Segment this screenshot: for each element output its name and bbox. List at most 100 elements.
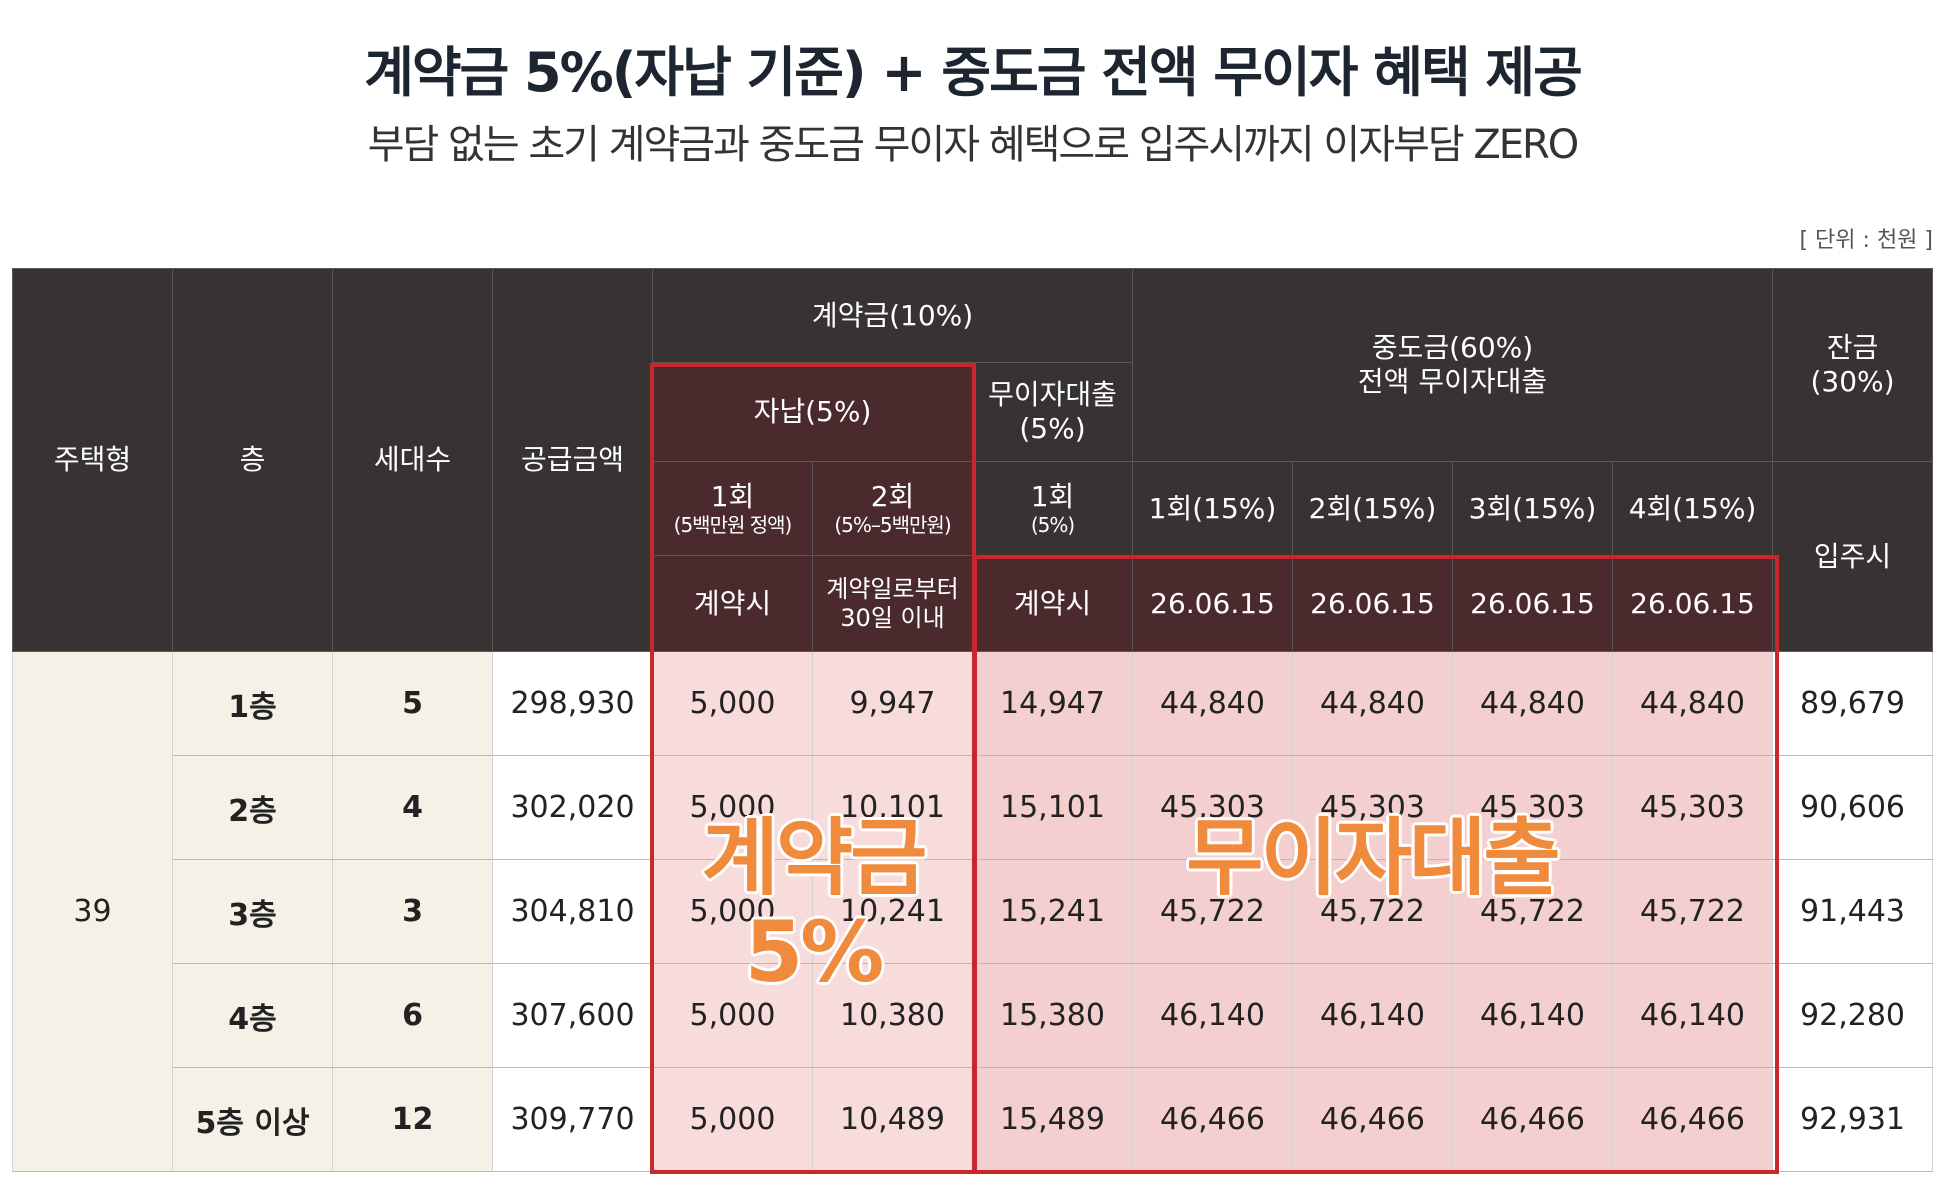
overlay-label: 5% xyxy=(744,903,885,1001)
header-line: 계약시 xyxy=(1013,586,1092,620)
header-cell: 계약일로부터 30일 이내 xyxy=(812,555,973,652)
header-cell: 자납(5%) xyxy=(652,362,973,462)
table-row: 5층 이상 12 309,770 5,000 10,489 15,489 46,466 46,… xyxy=(13,1067,1934,1172)
header-line: 1회(15%) xyxy=(1148,491,1277,525)
table-cell: 45,303 xyxy=(1611,755,1774,860)
overlay-label: 계약금 xyxy=(701,809,928,907)
header-line: 무이자대출 xyxy=(988,378,1117,412)
table-cell: 45,303 xyxy=(1452,755,1613,860)
header-line: 26.06.15 xyxy=(1150,586,1275,620)
header-cell: 1회(15%) xyxy=(1132,461,1293,556)
title: 계약금 5%(자납 기준) + 중도금 전액 무이자 혜택 제공 xyxy=(364,41,1583,104)
header-line: (5%) xyxy=(1019,412,1086,445)
header-line: (5백만원 정액) xyxy=(673,513,793,538)
header-line: 26.06.15 xyxy=(1630,586,1755,620)
table-row: 39 1층 5 298,930 5,000 9,947 14,947 44,840 44,840… xyxy=(12,651,1934,1172)
header-cell: 2회(15%) xyxy=(1292,461,1453,556)
header-cell: 3회(15%) xyxy=(1452,461,1613,556)
header-line: (30%) xyxy=(1810,365,1895,398)
table-cell: 4층 xyxy=(172,963,333,1068)
table-cell: 45,722 xyxy=(1292,859,1453,964)
header-line: 3회(15%) xyxy=(1468,491,1597,525)
header-cell: 무이자대출 (5%) xyxy=(972,362,1133,462)
table-cell: 10,489 xyxy=(812,1067,973,1172)
header-line: (5%) xyxy=(1030,513,1075,538)
header-line: 1회 xyxy=(1030,479,1075,513)
table-cell: 298,930 xyxy=(492,651,653,756)
table-cell: 44,840 xyxy=(1292,651,1453,756)
header-cell: 26.06.15 xyxy=(1132,555,1293,652)
table-cell: 46,140 xyxy=(1611,963,1774,1068)
header-cell: 세대수 xyxy=(332,268,493,652)
table-cell: 46,140 xyxy=(1452,963,1613,1068)
table-cell: 5,000 xyxy=(652,859,813,964)
table-cell: 3층 xyxy=(172,859,333,964)
header-cell: 1회 (5백만원 정액) xyxy=(652,461,813,556)
table-cell: 3 xyxy=(332,859,493,964)
header-line: 2회 xyxy=(870,479,915,513)
header-cell: 중도금(60%) 전액 무이자대출 xyxy=(1131,268,1774,462)
table-cell: 5,000 xyxy=(652,963,813,1068)
header-cell: 층 xyxy=(172,268,333,652)
table-cell: 302,020 xyxy=(492,755,653,860)
table-cell: 5층 이상 xyxy=(172,1067,333,1172)
table-cell: 46,140 xyxy=(1132,963,1293,1068)
table-cell: 45,722 xyxy=(1611,859,1774,964)
header-cell: 1회 (5%) xyxy=(972,461,1133,556)
header-line: 30일 이내 xyxy=(840,603,945,632)
table-cell: 92,280 xyxy=(1772,963,1934,1068)
table-cell: 5,000 xyxy=(652,651,813,756)
header-cell: 26.06.15 xyxy=(1611,555,1774,652)
header-cell: 주택형 xyxy=(12,268,173,652)
header-line: 잔금 xyxy=(1826,331,1879,365)
table-cell: 6 xyxy=(332,963,493,1068)
header-line: 1회 xyxy=(710,479,755,513)
table-cell: 309,770 xyxy=(492,1067,653,1172)
table-cell: 9,947 xyxy=(812,651,973,756)
table-cell: 44,840 xyxy=(1452,651,1613,756)
table-cell: 44,840 xyxy=(1132,651,1293,756)
header-line: 26.06.15 xyxy=(1310,586,1435,620)
table-cell: 46,466 xyxy=(1292,1067,1453,1172)
table-cell: 92,931 xyxy=(1772,1067,1934,1172)
table-body: 39 1층 5 298,930 5,000 9,947 14,947 44,840 44,840… xyxy=(12,651,1934,1172)
table-cell: 304,810 xyxy=(492,859,653,964)
highlight-box xyxy=(650,363,976,1174)
highlight-box xyxy=(973,555,1779,1174)
header-line: 전액 무이자대출 xyxy=(1357,365,1548,398)
table-cell: 90,606 xyxy=(1772,755,1934,860)
table-cell: 46,466 xyxy=(1452,1067,1613,1172)
header-cell: 4회(15%) xyxy=(1611,461,1774,556)
table-cell: 45,722 xyxy=(1452,859,1613,964)
header-cell: 계약시 xyxy=(652,555,813,652)
header-cell: 입주시 xyxy=(1772,461,1934,652)
table-cell: 4 xyxy=(332,755,493,860)
table-cell: 91,443 xyxy=(1772,859,1934,964)
table-cell: 46,466 xyxy=(1132,1067,1293,1172)
header-line: 26.06.15 xyxy=(1470,586,1595,620)
header-cell: 공급금액 xyxy=(492,268,653,652)
table-cell: 14,947 xyxy=(972,651,1133,756)
header-line: 계약일로부터 xyxy=(826,574,959,603)
table-cell: 2층 xyxy=(172,755,333,860)
table-cell: 5 xyxy=(332,651,493,756)
table-head: 주택형 층 세대수 공급금액 계약금(10%) 중도금(60%) 전액 무이자대출… xyxy=(12,268,1934,652)
header-line: 중도금(60%) xyxy=(1371,331,1534,365)
table-cell: 46,466 xyxy=(1611,1067,1774,1172)
table-cell: 10,241 xyxy=(812,859,973,964)
header-cell: 26.06.15 xyxy=(1292,555,1453,652)
table-cell: 1층 xyxy=(172,651,333,756)
header-cell: 26.06.15 xyxy=(1452,555,1613,652)
header-line: (5%–5백만원) xyxy=(834,513,951,538)
table-cell: 45,722 xyxy=(1132,859,1293,964)
table-cell: 89,679 xyxy=(1772,651,1934,756)
header-line: 2회(15%) xyxy=(1308,491,1437,525)
overlay-label: 무이자대출 xyxy=(1186,809,1560,907)
table-cell: 45,303 xyxy=(1292,755,1453,860)
header-line: 계약시 xyxy=(693,586,772,620)
type-cell: 39 xyxy=(12,651,173,1172)
table-row: 4층 6 307,600 5,000 10,380 15,380 46,140 46,140 4… xyxy=(13,963,1934,1068)
header-cell: 계약금(10%) xyxy=(652,268,1133,363)
payment-table: 주택형 층 세대수 공급금액 계약금(10%) 중도금(60%) 전액 무이자대출… xyxy=(12,268,1934,1172)
